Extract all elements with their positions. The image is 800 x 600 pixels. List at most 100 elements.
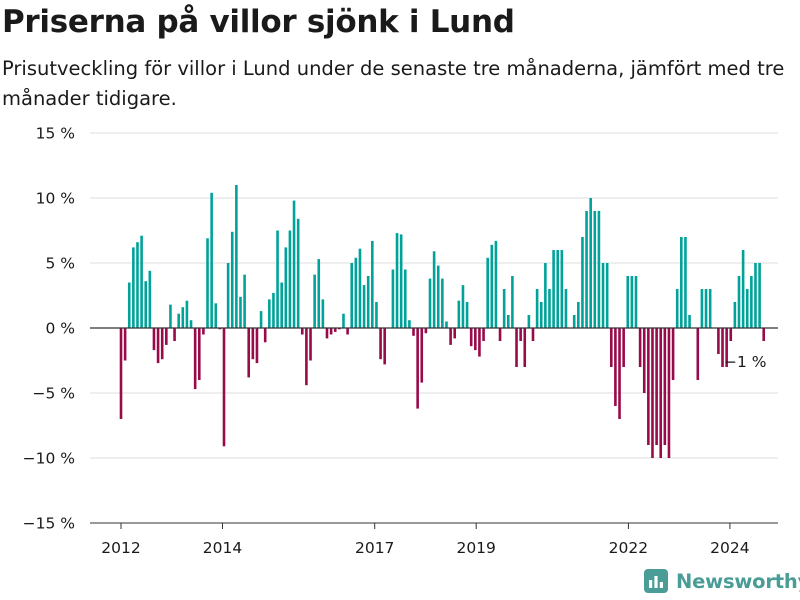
bar (230, 231, 234, 328)
bar (284, 247, 288, 328)
bar (420, 328, 424, 383)
bar (556, 250, 560, 328)
bar (511, 276, 514, 328)
bar (482, 328, 485, 341)
bar (741, 250, 745, 328)
bar (638, 328, 642, 367)
bar (313, 274, 316, 328)
bar (745, 289, 749, 328)
bar (222, 328, 226, 447)
bar (597, 211, 601, 328)
bar (449, 328, 452, 345)
bar (642, 328, 646, 393)
bar (127, 282, 131, 328)
bar (379, 328, 382, 360)
newsworthy-logo[interactable]: Newsworthy (644, 569, 800, 593)
bar (758, 263, 761, 328)
bar (206, 238, 209, 328)
x-tick-label: 2019 (456, 539, 495, 557)
bar (428, 278, 432, 328)
bar (465, 302, 469, 328)
bar (239, 296, 242, 328)
bar (684, 237, 687, 328)
y-tick-label: −15 % (23, 515, 75, 533)
bar (165, 328, 168, 345)
bar (667, 328, 671, 458)
bar (737, 276, 741, 328)
x-tick-label: 2012 (101, 539, 140, 557)
bar (366, 276, 370, 328)
bar (523, 328, 527, 367)
x-tick-label: 2017 (355, 539, 394, 557)
bar (601, 263, 605, 328)
bar (169, 304, 172, 328)
bar (560, 250, 564, 328)
bar (548, 289, 551, 328)
bar (564, 289, 568, 328)
bar (704, 289, 708, 328)
bar (688, 315, 691, 328)
bar (412, 328, 415, 336)
bar (193, 328, 197, 390)
bar (506, 315, 510, 328)
bar (729, 328, 733, 341)
bar (391, 269, 395, 328)
bar (593, 211, 597, 328)
bar (309, 328, 312, 361)
bar (375, 302, 378, 328)
bar (671, 328, 675, 380)
bar (160, 328, 164, 360)
bar (700, 289, 704, 328)
bar (350, 263, 354, 328)
chart-subtitle: Prisutveckling för villor i Lund under d… (2, 57, 785, 110)
bar (173, 328, 176, 341)
bar (288, 230, 292, 328)
bar (395, 233, 399, 328)
bar (622, 328, 625, 367)
bar (416, 328, 419, 409)
bar (634, 276, 638, 328)
chart-title: Priserna på villor sjönk i Lund (2, 4, 515, 40)
bar (247, 328, 251, 378)
bar (354, 257, 358, 328)
bar (535, 289, 539, 328)
axis-layer: 15 % 10 % 5 % 0 % −5 % −10 % −15 % 2012 2014 2017… (23, 125, 778, 557)
bar (268, 299, 271, 328)
bar (296, 218, 300, 328)
bar (317, 259, 321, 328)
bar (733, 302, 737, 328)
bar (181, 307, 185, 328)
bar (272, 292, 275, 328)
bar (618, 328, 621, 419)
bar (498, 328, 502, 341)
bar (152, 328, 156, 351)
bar (696, 328, 700, 380)
y-tick-label: −5 % (32, 385, 75, 403)
bar (589, 198, 592, 328)
bar (461, 285, 465, 328)
bar (486, 257, 489, 328)
bar (197, 328, 201, 380)
bar (346, 328, 349, 335)
bar (255, 328, 259, 364)
bar (214, 303, 218, 328)
bar (210, 192, 213, 328)
bar (226, 263, 230, 328)
bar (156, 328, 160, 364)
y-tick-label: 15 % (36, 125, 75, 143)
bar (235, 185, 238, 328)
bar (519, 328, 522, 341)
bar (424, 328, 428, 334)
bar (609, 328, 613, 367)
bar (136, 242, 139, 328)
bar (123, 328, 127, 361)
bar (721, 328, 724, 367)
bar (263, 328, 267, 343)
bar (189, 320, 193, 328)
bar (651, 328, 654, 458)
bar (441, 278, 444, 328)
bar (144, 281, 148, 328)
bar (436, 265, 440, 328)
bar (531, 328, 535, 341)
